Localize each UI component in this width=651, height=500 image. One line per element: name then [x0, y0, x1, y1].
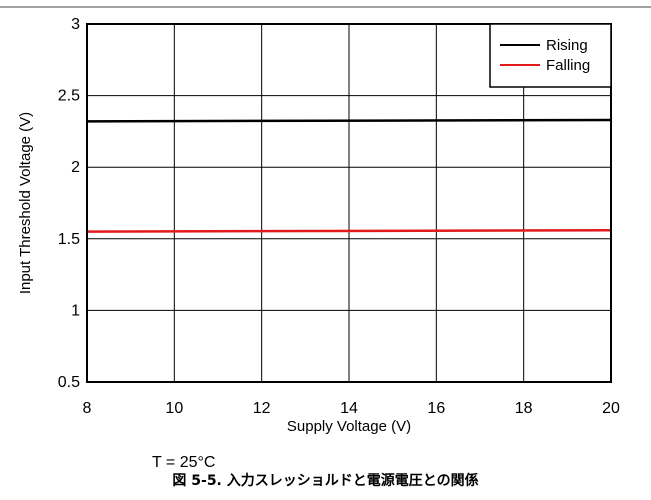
x-tick-label: 16 [427, 400, 445, 417]
x-tick-label: 10 [165, 400, 183, 417]
figure-caption: 図 5-5. 入力スレッショルドと電源電圧との関係 [172, 473, 479, 489]
plot-frame [86, 23, 612, 383]
y-tick-label: 3 [71, 16, 80, 33]
x-tick-label: 20 [602, 400, 620, 417]
x-tick-label: 14 [340, 400, 358, 417]
x-axis-ticks: 8 10 12 14 16 18 20 [83, 400, 620, 417]
legend-label-falling: Falling [546, 57, 590, 74]
series-line-rising [86, 118, 612, 123]
legend-label-rising: Rising [546, 37, 588, 54]
y-axis-ticks: 0.5 1 1.5 2 2.5 3 [58, 16, 80, 391]
legend-box [489, 23, 612, 88]
y-tick-label: 2 [71, 159, 80, 176]
x-axis-label: Supply Voltage (V) [287, 418, 411, 435]
x-tick-label: 18 [515, 400, 533, 417]
series-lines [86, 118, 612, 233]
x-tick-label: 8 [83, 400, 92, 417]
y-tick-label: 1.5 [58, 231, 80, 248]
y-tick-label: 0.5 [58, 374, 80, 391]
y-tick-label: 1 [71, 302, 80, 319]
x-tick-label: 12 [253, 400, 271, 417]
temperature-annotation: T = 25°C [152, 454, 215, 471]
y-tick-label: 2.5 [58, 88, 80, 105]
y-axis-label: Input Threshold Voltage (V) [17, 112, 34, 294]
series-line-falling [86, 228, 612, 233]
legend: Rising Falling [489, 23, 612, 88]
